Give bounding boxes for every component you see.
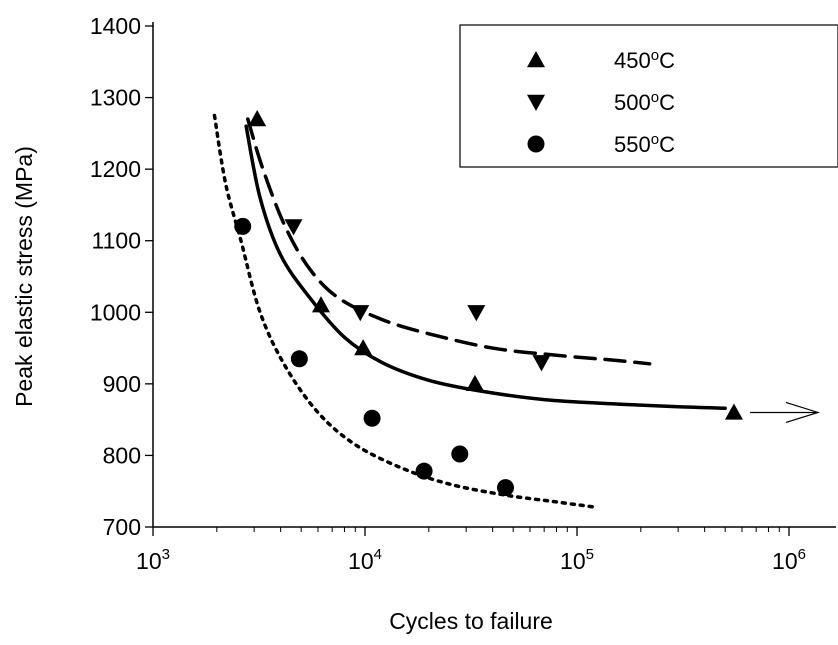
legend-label-0: 450oC: [614, 47, 675, 73]
data-point-2: [364, 410, 381, 427]
y-tick-label: 1000: [90, 299, 141, 325]
data-point-1: [532, 355, 550, 371]
data-point-2: [291, 350, 308, 367]
fit-lines: [214, 115, 725, 506]
data-point-2: [416, 463, 433, 480]
data-point-1: [351, 305, 369, 321]
x-tick-label: 103: [136, 546, 170, 574]
data-point-2: [451, 445, 468, 462]
x-axis-title: Cycles to failure: [389, 608, 553, 634]
data-point-0: [248, 110, 266, 126]
data-point-1: [467, 305, 485, 321]
y-tick-label: 700: [103, 514, 141, 540]
legend-label-2: 550oC: [614, 131, 675, 157]
fit-line-0: [246, 126, 725, 408]
data-point-0: [725, 403, 743, 419]
x-tick-label: 106: [772, 546, 806, 574]
x-tick-label: 104: [348, 546, 382, 574]
legend: 450oC 500oC 550oC: [460, 25, 838, 167]
fit-line-2: [214, 115, 593, 506]
data-point-2: [234, 218, 251, 235]
y-tick-label: 1100: [92, 228, 141, 254]
y-tick-label: 900: [103, 371, 141, 397]
legend-label-1: 500oC: [614, 89, 675, 115]
y-tick-label: 1400: [90, 13, 141, 39]
data-markers: [234, 110, 818, 496]
y-axis-title: Peak elastic stress (MPa): [11, 146, 37, 407]
legend-marker-2: [528, 136, 545, 153]
y-tick-label: 1200: [90, 156, 141, 182]
data-point-0: [466, 375, 484, 391]
y-tick-label: 800: [103, 442, 141, 468]
y-tick-label: 1300: [90, 85, 141, 111]
data-point-2: [497, 479, 514, 496]
x-tick-label: 105: [560, 546, 594, 574]
